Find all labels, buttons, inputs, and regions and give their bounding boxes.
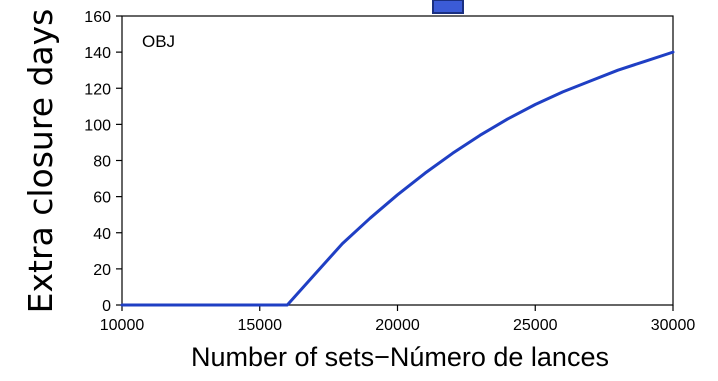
y-tick-label: 40 <box>93 226 111 243</box>
x-tick-label: 30000 <box>651 317 696 334</box>
y-tick-label: 100 <box>84 117 111 134</box>
x-tick-label: 10000 <box>100 317 145 334</box>
y-tick-label: 60 <box>93 190 111 207</box>
y-tick-label: 0 <box>102 298 111 315</box>
x-tick-label: 25000 <box>513 317 558 334</box>
y-axis: 0 20 40 60 80 100 120 140 160 <box>84 9 122 315</box>
y-tick-label: 20 <box>93 262 111 279</box>
x-tick-label: 20000 <box>375 317 420 334</box>
plot-area <box>121 15 674 306</box>
series-line <box>120 50 675 307</box>
y-tick-label: 160 <box>84 9 111 26</box>
x-axis-title: Number of sets−Número de lances <box>191 342 609 372</box>
top-tab-marker <box>432 0 464 14</box>
x-tick-label: 15000 <box>238 317 283 334</box>
y-tick-label: 80 <box>93 154 111 171</box>
series-layer <box>120 50 675 307</box>
panel-label: OBJ <box>142 32 175 51</box>
y-tick-label: 140 <box>84 45 111 62</box>
y-axis-title: Extra closure days <box>21 9 60 314</box>
y-tick-label: 120 <box>84 81 111 98</box>
x-axis: 10000 15000 20000 25000 30000 <box>100 305 696 334</box>
